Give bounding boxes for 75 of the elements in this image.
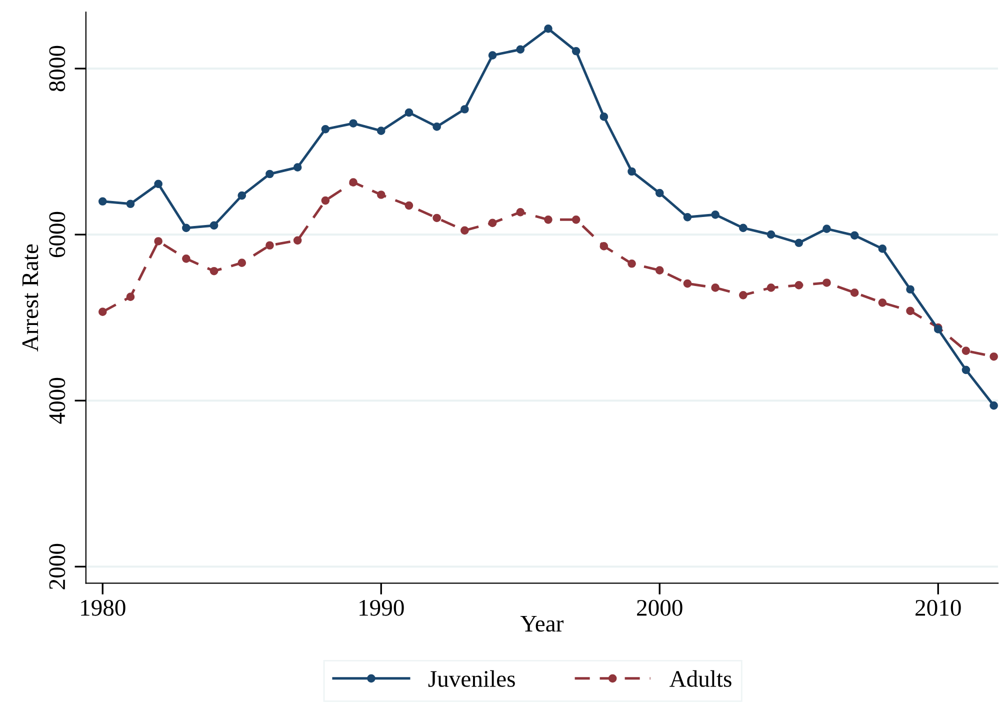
point bbox=[655, 266, 664, 274]
point bbox=[432, 122, 441, 131]
point bbox=[266, 170, 274, 178]
point bbox=[600, 242, 608, 250]
point bbox=[154, 237, 162, 246]
point bbox=[182, 254, 190, 263]
point bbox=[794, 238, 804, 248]
point bbox=[321, 125, 330, 134]
point bbox=[404, 108, 414, 117]
point bbox=[516, 45, 525, 54]
point bbox=[850, 231, 859, 240]
point bbox=[349, 119, 358, 128]
point bbox=[990, 401, 998, 410]
point bbox=[822, 224, 831, 233]
point bbox=[544, 215, 552, 224]
point bbox=[628, 167, 636, 176]
point bbox=[376, 190, 386, 199]
x-tick-label: 2010 bbox=[916, 600, 961, 616]
point bbox=[154, 180, 162, 188]
point bbox=[906, 306, 914, 316]
point bbox=[238, 258, 246, 267]
point bbox=[238, 191, 246, 200]
point bbox=[711, 210, 720, 219]
point bbox=[600, 112, 608, 121]
point bbox=[878, 298, 887, 307]
point bbox=[98, 308, 107, 316]
point bbox=[404, 201, 414, 210]
point bbox=[766, 284, 776, 292]
point bbox=[432, 214, 441, 222]
point bbox=[878, 244, 887, 253]
point bbox=[349, 178, 358, 186]
point bbox=[266, 241, 274, 250]
point bbox=[962, 346, 970, 355]
point bbox=[711, 284, 720, 292]
point bbox=[822, 278, 831, 287]
x-axis-title: Year bbox=[520, 616, 564, 632]
point bbox=[488, 218, 497, 228]
y-tick-label: 8000 bbox=[49, 46, 66, 92]
y-axis-title: Arrest Rate bbox=[22, 244, 38, 352]
point bbox=[683, 212, 692, 222]
point bbox=[460, 105, 469, 114]
point bbox=[376, 126, 386, 135]
point bbox=[850, 288, 859, 297]
point bbox=[572, 215, 580, 224]
legend-label: Juveniles bbox=[428, 670, 515, 687]
point bbox=[516, 208, 525, 216]
point bbox=[210, 266, 218, 276]
point bbox=[739, 291, 748, 300]
point bbox=[739, 224, 748, 232]
point bbox=[488, 51, 497, 60]
point bbox=[683, 279, 692, 288]
point bbox=[293, 163, 302, 172]
point bbox=[210, 221, 218, 230]
point bbox=[766, 230, 776, 239]
point bbox=[794, 281, 804, 290]
x-tick-label: 1980 bbox=[81, 600, 126, 616]
legend-label: Adults bbox=[669, 670, 732, 687]
point bbox=[906, 285, 914, 294]
point bbox=[126, 292, 135, 302]
y-tick-label: 4000 bbox=[49, 378, 66, 424]
point bbox=[182, 224, 190, 232]
point bbox=[628, 259, 636, 268]
point bbox=[962, 366, 970, 374]
point bbox=[321, 196, 330, 205]
point bbox=[126, 200, 135, 208]
point bbox=[98, 197, 107, 206]
point bbox=[293, 236, 302, 245]
point bbox=[572, 46, 580, 56]
point bbox=[544, 24, 552, 33]
point bbox=[990, 352, 998, 361]
x-tick-label: 2000 bbox=[637, 600, 682, 616]
y-tick-label: 6000 bbox=[49, 212, 66, 258]
point bbox=[460, 226, 469, 235]
point bbox=[655, 188, 664, 198]
x-tick-label: 1990 bbox=[360, 600, 404, 616]
